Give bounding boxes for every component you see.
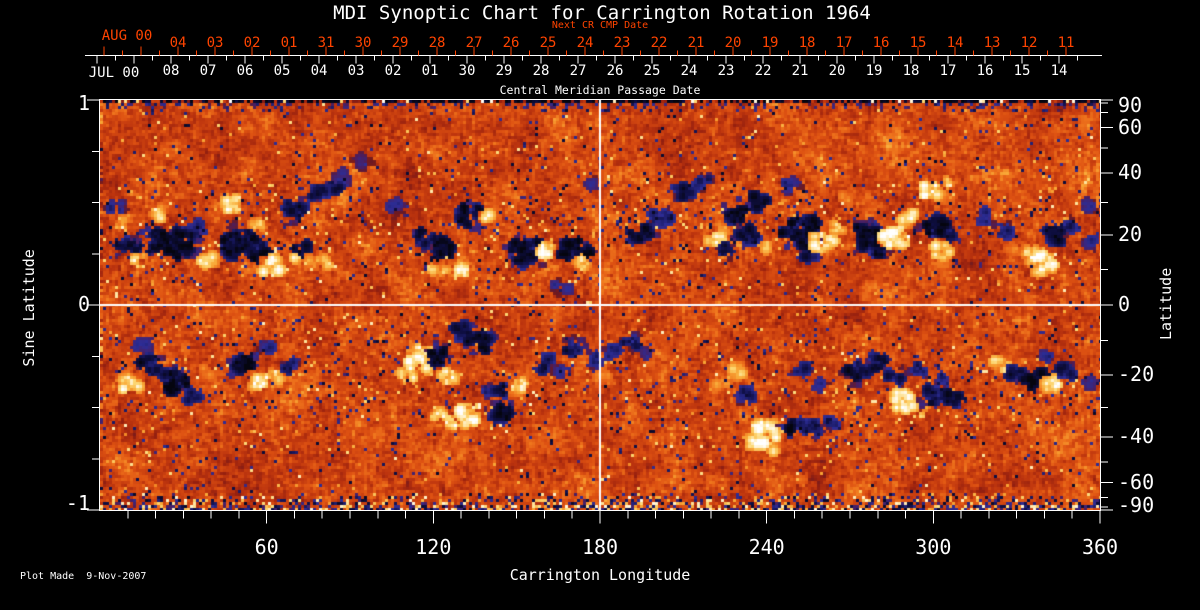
- cmp-date-label: 25: [643, 63, 661, 79]
- cmp-date-label: 23: [717, 63, 735, 79]
- next-cr-date-label: 25: [539, 35, 557, 51]
- next-cr-date-label: 24: [576, 35, 594, 51]
- magnetogram-image: [100, 100, 1100, 510]
- next-cr-date-label: 11: [1057, 35, 1075, 51]
- cmp-date-label: 15: [1013, 63, 1031, 79]
- cmp-date-label: 07: [199, 63, 217, 79]
- next-cr-date-label: 17: [835, 35, 853, 51]
- page-title: MDI Synoptic Chart for Carrington Rotati…: [333, 2, 871, 24]
- cmp-date-label: 08: [162, 63, 180, 79]
- cmp-date-label: 02: [384, 63, 402, 79]
- right-tick-label: -60: [1118, 470, 1155, 494]
- next-cr-date-label: 19: [761, 35, 779, 51]
- next-cr-date-label: 20: [724, 35, 742, 51]
- right-tick-label: 0: [1118, 292, 1131, 316]
- cmp-date-label: 24: [680, 63, 698, 79]
- jul-month-label: JUL 00: [88, 65, 140, 81]
- cmp-date-label: 16: [976, 63, 994, 79]
- next-cr-date-label: 15: [909, 35, 927, 51]
- next-cr-date-label: 03: [206, 35, 224, 51]
- cmp-date-label: 04: [310, 63, 328, 79]
- plot-made-label: Plot Made 9-Nov-2007: [20, 571, 147, 582]
- cmp-date-label: 29: [495, 63, 513, 79]
- right-tick-label: 90: [1118, 93, 1143, 117]
- x-tick-label: 360: [1081, 535, 1119, 559]
- next-cr-date-label: 29: [391, 35, 409, 51]
- x-tick-label: 300: [915, 535, 952, 559]
- cmp-date-label: 22: [754, 63, 772, 79]
- next-cr-date-label: 31: [317, 35, 335, 51]
- right-tick-label: -90: [1118, 493, 1155, 517]
- cmp-date-label: 03: [347, 63, 365, 79]
- cmp-date-label: 14: [1050, 63, 1068, 79]
- cmp-date-label: 06: [236, 63, 254, 79]
- cmp-date-label: 21: [791, 63, 809, 79]
- cmp-date-label: 17: [939, 63, 957, 79]
- right-axis-title: Latitude: [1157, 267, 1176, 340]
- aug-month-label: AUG 00: [101, 28, 153, 44]
- cmp-date-label: 18: [902, 63, 920, 79]
- cmp-date-label: 19: [865, 63, 883, 79]
- cmp-date-label: 27: [569, 63, 587, 79]
- x-tick-label: 60: [254, 535, 279, 559]
- next-cr-date-label: 01: [280, 35, 298, 51]
- right-tick-label: 40: [1118, 160, 1143, 184]
- cmp-date-label: 28: [532, 63, 550, 79]
- left-tick-label: 0: [77, 292, 90, 316]
- next-cr-date-label: 23: [613, 35, 631, 51]
- right-tick-label: -20: [1118, 362, 1155, 386]
- next-cr-date-label: 28: [428, 35, 446, 51]
- cmp-date-label: 26: [606, 63, 624, 79]
- cmp-axis-label: Central Meridian Passage Date: [499, 83, 701, 97]
- next-cr-date-label: 12: [1020, 35, 1038, 51]
- left-axis-title: Sine Latitude: [20, 249, 39, 367]
- next-cr-date-label: 13: [983, 35, 1001, 51]
- cmp-date-label: 20: [828, 63, 846, 79]
- next-cr-date-label: 27: [465, 35, 483, 51]
- x-tick-label: 120: [415, 535, 452, 559]
- x-axis-label: Carrington Longitude: [509, 566, 691, 584]
- next-cr-date-label: 04: [169, 35, 187, 51]
- next-cr-date-label: 26: [502, 35, 520, 51]
- right-tick-label: -40: [1118, 424, 1155, 448]
- next-cr-date-label: 14: [946, 35, 964, 51]
- next-cr-date-label: 21: [687, 35, 705, 51]
- right-tick-label: 20: [1118, 222, 1143, 246]
- x-tick-label: 240: [748, 535, 785, 559]
- cmp-date-label: 30: [458, 63, 476, 79]
- next-cr-date-label: 22: [650, 35, 668, 51]
- next-cr-date-label: 02: [243, 35, 261, 51]
- left-tick-label: -1: [65, 491, 90, 515]
- next-cr-date-label: 18: [798, 35, 816, 51]
- cmp-date-label: 05: [273, 63, 291, 79]
- next-cr-date-label: 16: [872, 35, 890, 51]
- next-cr-date-label: 30: [354, 35, 372, 51]
- right-tick-label: 60: [1118, 115, 1143, 139]
- left-tick-label: 1: [77, 91, 90, 115]
- cmp-date-label: 01: [421, 63, 439, 79]
- x-tick-label: 180: [581, 535, 619, 559]
- next-cr-label: Next CR CMP Date: [551, 20, 649, 31]
